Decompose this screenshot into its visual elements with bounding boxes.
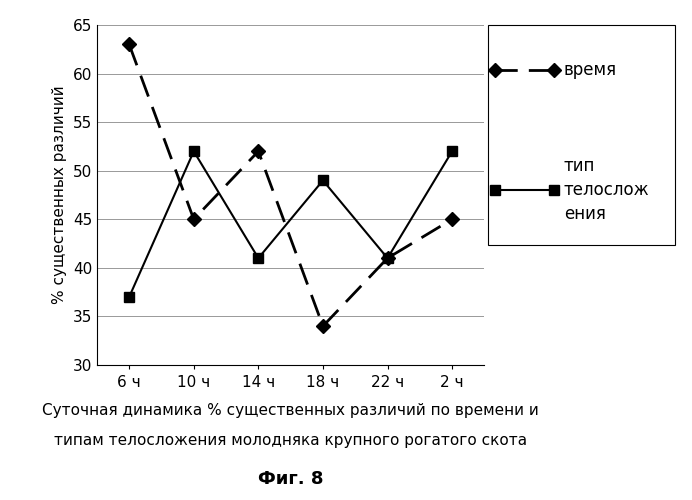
Text: типам телосложения молодняка крупного рогатого скота: типам телосложения молодняка крупного ро… [54, 432, 527, 448]
Text: Фиг. 8: Фиг. 8 [258, 470, 323, 488]
Y-axis label: % существенных различий: % существенных различий [52, 86, 67, 304]
Text: Суточная динамика % существенных различий по времени и: Суточная динамика % существенных различи… [42, 402, 539, 417]
Text: тип
телослож
ения: тип телослож ения [564, 158, 650, 222]
Text: время: время [564, 61, 617, 79]
